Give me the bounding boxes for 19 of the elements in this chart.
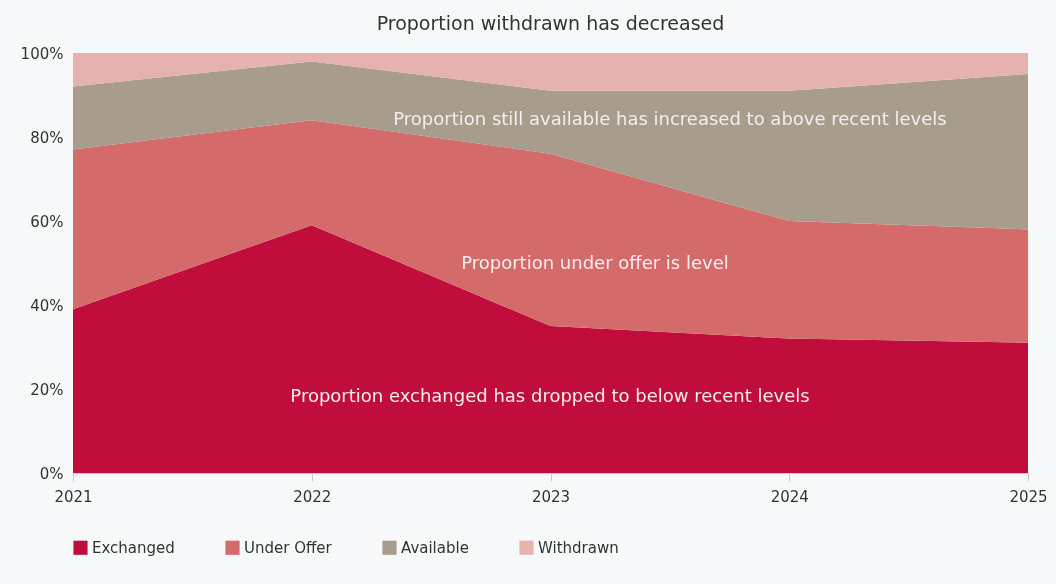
- x-tick-label: 2023: [531, 487, 571, 506]
- annotation: Proportion exchanged has dropped to below recent levels: [290, 384, 810, 406]
- legend-label: Under Offer: [244, 538, 333, 557]
- y-tick-label: 100%: [20, 44, 64, 63]
- x-tick-label: 2021: [54, 487, 93, 506]
- chart-title: Proportion withdrawn has decreased: [376, 12, 725, 34]
- annotation: Proportion under offer is level: [461, 251, 729, 273]
- annotation: Proportion still available has increased to above recent levels: [393, 107, 947, 129]
- y-tick-label: 80%: [30, 128, 64, 147]
- x-tick-label: 2025: [1009, 487, 1048, 506]
- legend-label: Exchanged: [92, 538, 175, 557]
- legend-label: Withdrawn: [538, 538, 619, 557]
- y-tick-label: 60%: [30, 212, 64, 231]
- y-tick-label: 40%: [30, 296, 64, 315]
- x-tick-label: 2022: [293, 487, 332, 506]
- y-tick-label: 20%: [30, 380, 64, 399]
- y-tick-label: 0%: [39, 464, 64, 483]
- legend-label: Available: [401, 538, 469, 557]
- x-tick-label: 2024: [770, 487, 809, 506]
